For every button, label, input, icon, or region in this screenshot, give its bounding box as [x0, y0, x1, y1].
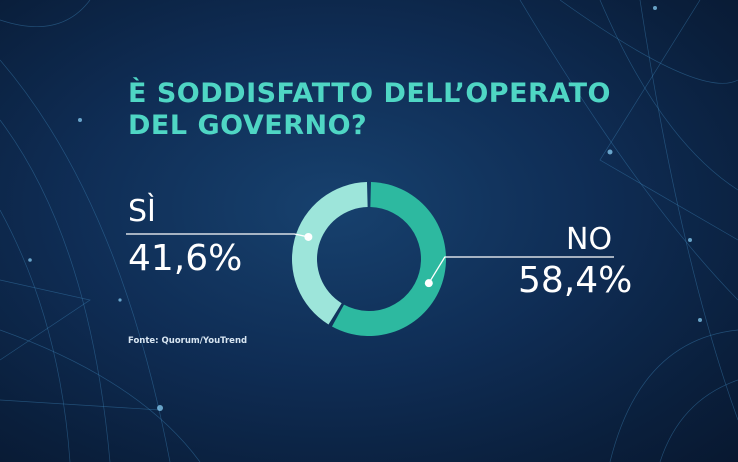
slice-si — [292, 182, 368, 325]
label-si: SÌ — [128, 194, 156, 229]
title-line-2: DEL GOVERNO? — [128, 110, 368, 141]
label-no: NO — [566, 222, 613, 257]
value-label-si: 41,6% — [128, 238, 243, 279]
value-label-no: 58,4% — [518, 260, 633, 301]
title-line-1: È SODDISFATTO DELL’OPERATO — [128, 78, 611, 109]
leader-line-si — [126, 233, 309, 238]
source-note: Fonte: Quorum/YouTrend — [128, 336, 248, 346]
slice-no — [331, 182, 446, 336]
chart-title: È SODDISFATTO DELL’OPERATO DEL GOVERNO? — [128, 78, 611, 142]
leader-dot-si — [304, 232, 313, 241]
leader-line-no — [428, 256, 614, 284]
leader-dot-no — [424, 279, 433, 288]
